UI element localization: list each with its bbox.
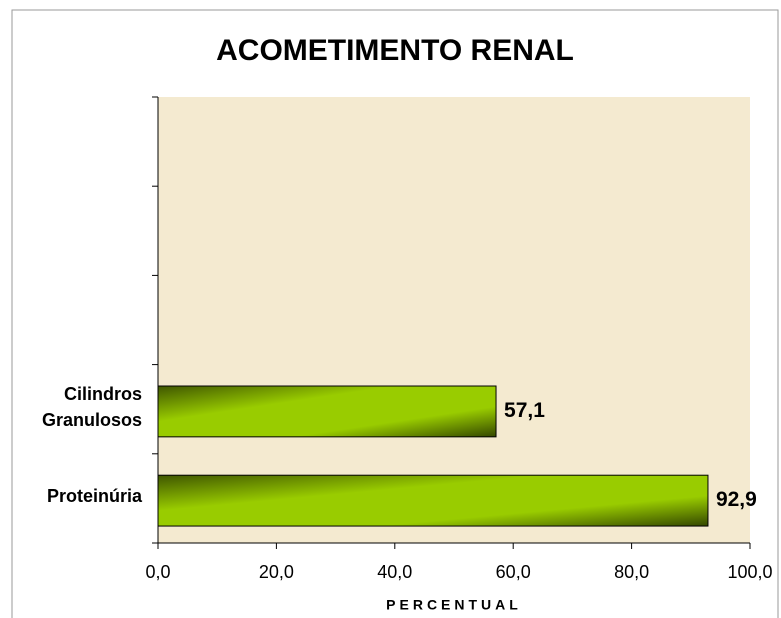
x-axis-label: PERCENTUAL: [386, 597, 522, 613]
data-label: 57,1: [504, 399, 545, 422]
x-tick-label: 60,0: [496, 562, 531, 582]
bar: [157, 474, 709, 527]
x-tick-label: 80,0: [614, 562, 649, 582]
x-tick-label: 40,0: [377, 562, 412, 582]
frame: [11, 9, 779, 618]
y-tick-label: Proteinúria: [46, 486, 142, 507]
bar: [157, 385, 497, 438]
chart-title: ACOMETIMENTO RENAL: [216, 34, 574, 67]
x-tick-label: 20,0: [259, 562, 294, 582]
x-tick-label: 100,0: [727, 562, 772, 582]
data-label: 92,9: [716, 488, 757, 511]
x-tick-label: 0,0: [145, 562, 170, 582]
plot-area: [158, 97, 750, 543]
y-tick-label: Cilindros Granulosos: [41, 384, 142, 431]
